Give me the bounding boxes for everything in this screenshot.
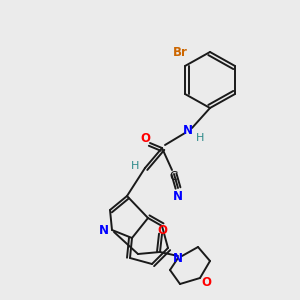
- Text: O: O: [157, 224, 167, 236]
- Text: O: O: [140, 131, 150, 145]
- Text: H: H: [131, 161, 139, 171]
- Text: N: N: [173, 251, 183, 265]
- Text: O: O: [201, 275, 211, 289]
- Text: N: N: [99, 224, 109, 236]
- Text: N: N: [173, 190, 183, 202]
- Text: H: H: [196, 133, 204, 143]
- Text: Br: Br: [172, 46, 188, 59]
- Text: C: C: [170, 169, 178, 182]
- Text: N: N: [183, 124, 193, 136]
